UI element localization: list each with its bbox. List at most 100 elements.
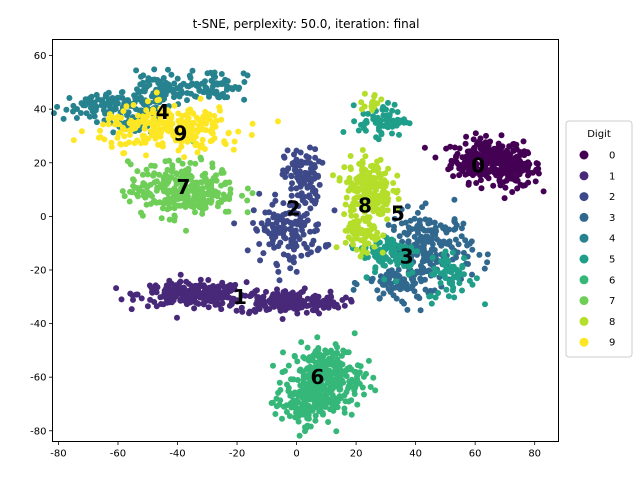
data-point — [173, 171, 180, 178]
data-point — [290, 294, 297, 301]
data-point — [336, 383, 343, 390]
data-point — [401, 300, 407, 307]
data-point — [393, 205, 400, 212]
data-point — [517, 152, 523, 159]
data-point — [130, 176, 136, 183]
data-point — [432, 224, 439, 231]
data-point — [208, 89, 215, 96]
data-point — [153, 289, 160, 296]
data-point — [134, 168, 141, 175]
data-point — [462, 237, 469, 244]
data-point — [348, 212, 355, 219]
data-point — [284, 147, 291, 154]
data-point — [343, 373, 350, 380]
data-point — [359, 180, 366, 187]
data-point — [401, 263, 408, 269]
data-point — [364, 214, 371, 221]
data-point — [445, 293, 452, 300]
data-point — [379, 249, 386, 256]
legend-marker-9 — [579, 337, 589, 347]
data-point — [356, 194, 363, 201]
data-point — [316, 181, 323, 188]
data-point — [148, 162, 155, 169]
data-point — [276, 379, 283, 386]
data-point — [342, 239, 349, 246]
data-point — [184, 126, 191, 133]
data-point — [187, 172, 194, 179]
data-point — [468, 156, 475, 163]
data-point — [77, 110, 84, 116]
data-point — [303, 303, 310, 309]
data-point — [359, 147, 366, 153]
data-point — [345, 187, 352, 194]
data-point — [280, 251, 287, 258]
data-point — [105, 116, 112, 122]
data-point — [193, 140, 200, 147]
data-point — [127, 161, 134, 168]
data-point — [376, 199, 382, 206]
data-point — [172, 176, 179, 183]
data-point — [220, 294, 227, 301]
data-point — [309, 188, 316, 195]
data-point — [169, 162, 176, 169]
data-point — [360, 373, 367, 380]
data-point — [312, 412, 319, 419]
data-point — [331, 207, 338, 214]
data-point — [480, 140, 487, 147]
data-point — [290, 376, 297, 383]
data-point — [322, 364, 329, 371]
data-point — [384, 216, 391, 223]
data-point — [384, 191, 390, 198]
data-point — [100, 121, 106, 128]
data-point — [464, 242, 471, 249]
data-point — [306, 194, 313, 201]
data-point — [161, 199, 168, 206]
data-point — [180, 297, 187, 304]
data-point — [412, 225, 419, 232]
data-point — [199, 189, 206, 196]
data-point — [197, 294, 204, 301]
data-point — [294, 310, 301, 317]
data-point — [93, 119, 100, 126]
data-point — [319, 410, 326, 416]
data-point — [330, 369, 337, 376]
data-point — [325, 419, 332, 425]
data-point — [365, 110, 371, 117]
data-point — [230, 146, 237, 153]
data-point — [186, 290, 193, 296]
data-point — [224, 78, 231, 84]
data-point — [183, 301, 190, 308]
data-point — [393, 189, 400, 196]
data-point — [374, 287, 381, 294]
data-point — [294, 377, 301, 383]
data-point — [330, 172, 336, 179]
data-point — [526, 170, 533, 177]
data-point — [384, 123, 390, 130]
data-point — [368, 103, 375, 110]
data-point — [189, 80, 196, 87]
data-point — [495, 151, 502, 158]
data-point — [126, 198, 133, 205]
x-tick-label: -60 — [110, 449, 126, 460]
data-point — [138, 295, 145, 302]
data-point — [295, 418, 302, 425]
data-point — [409, 282, 416, 289]
data-point — [313, 367, 320, 374]
data-point — [264, 228, 271, 235]
data-point — [50, 110, 57, 117]
data-point — [315, 372, 321, 379]
data-point — [206, 297, 213, 304]
data-point — [173, 91, 180, 98]
data-point — [83, 101, 89, 107]
cluster-label-2: 2 — [287, 196, 301, 220]
legend-marker-1 — [579, 171, 589, 181]
data-point — [473, 180, 480, 186]
legend-marker-7 — [579, 296, 589, 306]
data-point — [159, 205, 166, 212]
data-point — [298, 339, 305, 346]
data-point — [339, 368, 346, 375]
data-point — [271, 244, 278, 251]
data-point — [510, 162, 516, 169]
data-point — [365, 357, 372, 364]
legend-title: Digit — [587, 129, 611, 140]
